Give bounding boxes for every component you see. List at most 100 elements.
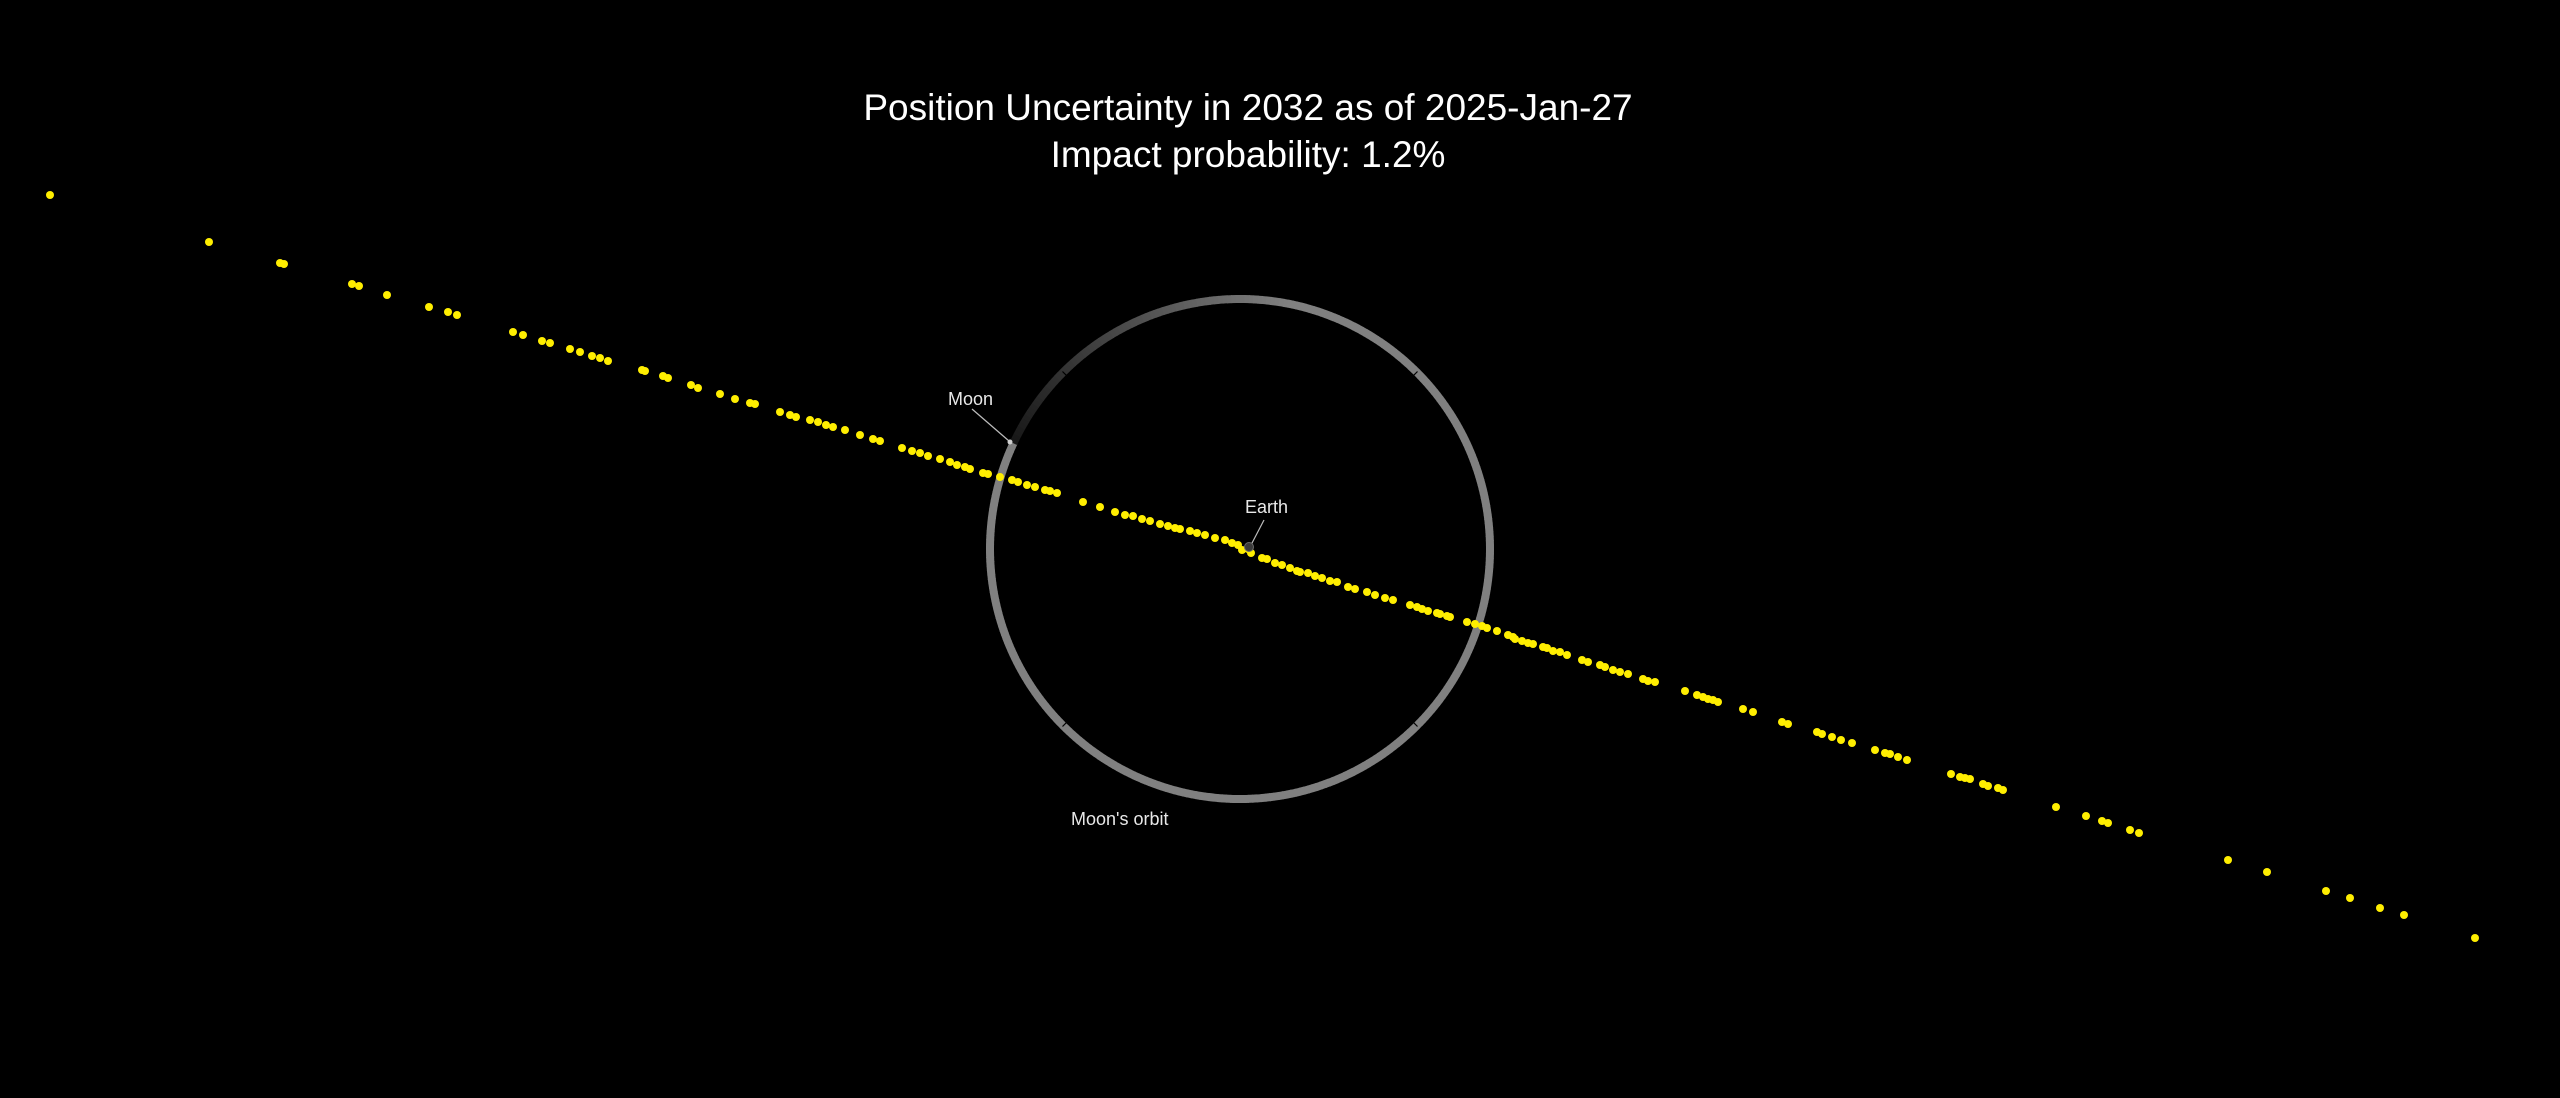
asteroid-position-point [588,352,596,360]
asteroid-position-point [1333,578,1341,586]
orbit-notch [1412,721,1418,727]
asteroid-position-point [1351,585,1359,593]
asteroid-position-point [1263,555,1271,563]
asteroid-position-point [1651,678,1659,686]
asteroid-position-point [355,282,363,290]
asteroid-position-point [1381,594,1389,602]
earth-leader-line [1250,519,1265,546]
asteroid-position-point [205,238,213,246]
asteroid-position-point [1984,782,1992,790]
asteroid-position-point [1121,511,1129,519]
asteroid-position-point [1681,687,1689,695]
orbit-notch [1062,721,1068,727]
asteroid-position-point [1304,569,1312,577]
asteroid-position-point [1563,651,1571,659]
asteroid-position-point [519,331,527,339]
asteroid-position-point [1529,640,1537,648]
asteroid-position-point [1211,534,1219,542]
asteroid-position-point [538,337,546,345]
asteroid-position-point [869,435,877,443]
asteroid-position-point [1616,668,1624,676]
asteroid-position-point [1511,635,1519,643]
asteroid-position-point [1286,564,1294,572]
asteroid-position-point [966,465,974,473]
orbit-notch [1412,371,1418,377]
asteroid-position-point [1371,591,1379,599]
asteroid-position-point [1556,648,1564,656]
asteroid-position-point [1023,481,1031,489]
asteroid-position-point [2135,829,2143,837]
asteroid-position-point [2224,856,2232,864]
asteroid-position-point [1624,670,1632,678]
asteroid-position-point [1784,720,1792,728]
asteroid-position-point [2400,911,2408,919]
asteroid-position-point [1549,647,1557,655]
earth-marker [1244,542,1254,552]
asteroid-position-point [509,328,517,336]
asteroid-position-point [1471,620,1479,628]
asteroid-position-points [46,191,2479,942]
asteroid-position-point [1837,736,1845,744]
asteroid-position-point [1483,624,1491,632]
asteroid-position-point [2376,904,2384,912]
asteroid-position-point [984,470,992,478]
asteroid-position-point [46,191,54,199]
asteroid-position-point [2346,894,2354,902]
asteroid-position-point [1871,746,1879,754]
asteroid-position-point [1644,677,1652,685]
asteroid-position-point [1947,770,1955,778]
asteroid-position-point [1493,627,1501,635]
asteroid-position-point [1543,644,1551,652]
asteroid-position-point [751,400,759,408]
asteroid-position-point [1146,517,1154,525]
asteroid-position-point [1271,559,1279,567]
asteroid-position-point [1053,489,1061,497]
asteroid-position-point [1186,527,1194,535]
asteroid-position-point [1278,561,1286,569]
asteroid-position-point [1014,478,1022,486]
asteroid-position-point [664,374,672,382]
asteroid-position-point [1318,574,1326,582]
asteroid-position-point [1406,601,1414,609]
asteroid-position-point [453,311,461,319]
asteroid-position-point [1601,663,1609,671]
asteroid-position-point [425,303,433,311]
asteroid-position-point [1311,572,1319,580]
asteroid-position-point [566,345,574,353]
asteroid-position-point [1714,698,1722,706]
asteroid-position-point [1828,733,1836,741]
asteroid-position-point [1436,610,1444,618]
asteroid-position-point [596,354,604,362]
asteroid-position-point [280,260,288,268]
asteroid-position-point [1446,613,1454,621]
asteroid-position-point [1193,529,1201,537]
asteroid-position-point [2104,819,2112,827]
asteroid-position-point [1749,708,1757,716]
asteroid-position-point [1238,546,1246,554]
asteroid-position-point [2082,812,2090,820]
moon-marker [1007,439,1013,445]
asteroid-position-point [814,418,822,426]
moon-leader-line [971,408,1010,442]
asteroid-position-point [641,367,649,375]
asteroid-position-point [348,280,356,288]
asteroid-position-point [2052,803,2060,811]
asteroid-position-point [1739,705,1747,713]
asteroid-position-point [1138,515,1146,523]
asteroid-position-point [856,431,864,439]
asteroid-position-point [1096,503,1104,511]
asteroid-position-point [546,339,554,347]
asteroid-position-point [2263,868,2271,876]
asteroid-position-point [687,381,695,389]
asteroid-position-point [876,437,884,445]
asteroid-position-point [1344,583,1352,591]
asteroid-position-point [1463,618,1471,626]
asteroid-position-point [1031,483,1039,491]
asteroid-position-point [1584,658,1592,666]
asteroid-position-point [1129,512,1137,520]
asteroid-position-point [2322,887,2330,895]
asteroid-position-point [1609,666,1617,674]
asteroid-position-point [694,384,702,392]
asteroid-position-point [776,408,784,416]
